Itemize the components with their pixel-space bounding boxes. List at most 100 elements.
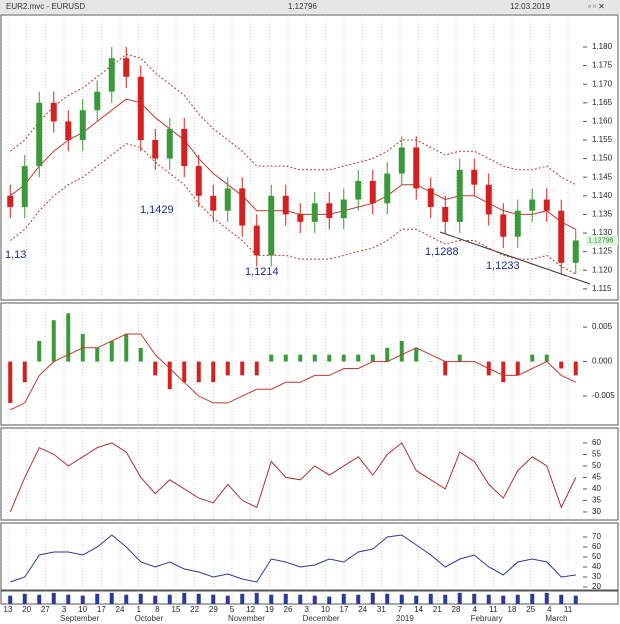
- candle-body: [210, 195, 217, 211]
- bar: [80, 595, 85, 604]
- panel-frame: [0, 427, 619, 521]
- x-tick-label: 1: [136, 605, 141, 614]
- x-tick-label: 7: [398, 605, 403, 614]
- candle-body: [500, 214, 507, 237]
- x-tick-label: 10: [321, 605, 330, 614]
- y-tick-label: 1.150: [592, 154, 613, 163]
- y-tick-label: 50: [592, 552, 601, 561]
- x-tick-label: 31: [377, 605, 386, 614]
- bar: [240, 593, 245, 604]
- bar: [254, 592, 259, 604]
- x-tick-label: 13: [4, 605, 13, 614]
- candle-body: [471, 169, 478, 185]
- trend-line: [439, 231, 591, 285]
- y-tick-label: 40: [592, 484, 601, 493]
- candle-body: [340, 199, 347, 219]
- candle-body: [123, 58, 130, 77]
- candle-body: [442, 206, 449, 222]
- bar: [457, 592, 462, 604]
- candle-body: [311, 203, 318, 222]
- window-buttons[interactable]: ▫ ▫ ✕: [588, 2, 605, 11]
- bar: [225, 595, 230, 604]
- bar: [269, 354, 274, 362]
- candle-body: [427, 188, 434, 207]
- bar: [428, 593, 433, 604]
- y-tick-label: 1.180: [592, 42, 613, 51]
- candle-body: [224, 188, 231, 211]
- x-tick-label: 25: [526, 605, 535, 614]
- y-tick-label: 55: [592, 450, 601, 459]
- month-label: September: [60, 614, 99, 623]
- panel-frame: [0, 590, 619, 605]
- x-tick-label: 11: [489, 605, 498, 614]
- bar: [399, 594, 404, 604]
- bar: [109, 340, 114, 362]
- bar: [211, 361, 216, 383]
- bar: [196, 361, 201, 383]
- month-label: 2019: [396, 614, 414, 623]
- bar: [269, 594, 274, 604]
- candle-body: [152, 140, 159, 159]
- bar: [225, 361, 230, 376]
- x-tick-label: 3: [62, 605, 67, 614]
- x-tick-label: 24: [116, 605, 125, 614]
- candle-body: [253, 225, 260, 256]
- y-tick-label: 45: [592, 473, 601, 482]
- bar: [22, 593, 27, 604]
- bar: [182, 592, 187, 604]
- y-tick-label: 35: [592, 496, 601, 505]
- bar: [515, 594, 520, 604]
- y-tick-label: 1.170: [592, 79, 613, 88]
- bar: [66, 313, 71, 362]
- bar: [341, 354, 346, 362]
- bar: [95, 593, 100, 604]
- bar: [385, 593, 390, 604]
- candle-body: [195, 166, 202, 196]
- bar: [240, 361, 245, 376]
- y-tick-label: 0.005: [592, 322, 613, 331]
- y-tick-label: 1.145: [592, 172, 613, 181]
- bar: [182, 361, 187, 383]
- date: 12.03.2019: [510, 2, 551, 11]
- month-label: December: [303, 614, 340, 623]
- bar: [37, 594, 42, 604]
- candle-body: [572, 240, 579, 263]
- bar: [414, 595, 419, 604]
- bar: [312, 354, 317, 362]
- bar: [530, 354, 535, 362]
- bar: [66, 594, 71, 604]
- x-tick-label: 14: [414, 605, 423, 614]
- month-label: November: [228, 614, 265, 623]
- y-tick-label: 1.135: [592, 210, 613, 219]
- bar: [414, 347, 419, 362]
- title-bar: [0, 0, 620, 14]
- bar: [559, 594, 564, 604]
- bar: [573, 361, 578, 376]
- candle-body: [166, 128, 173, 159]
- price: 1.12796: [288, 2, 317, 11]
- y-tick-label: 40: [592, 562, 601, 571]
- candle-body: [398, 147, 405, 174]
- candle-body: [50, 102, 57, 122]
- last-price-label: 1.12796: [588, 237, 613, 244]
- y-tick-label: -0.005: [592, 391, 615, 400]
- y-tick-label: 50: [592, 461, 601, 470]
- bar: [8, 595, 13, 604]
- bar: [153, 595, 158, 604]
- x-tick-label: 22: [190, 605, 199, 614]
- candle-body: [36, 102, 43, 167]
- x-tick-label: 4: [472, 605, 477, 614]
- indicator-line: [10, 534, 576, 583]
- bar: [138, 593, 143, 604]
- candle-body: [355, 180, 362, 200]
- month-label: February: [471, 614, 503, 623]
- bar: [356, 354, 361, 362]
- month-label: March: [545, 614, 567, 623]
- x-tick-label: 11: [564, 605, 573, 614]
- bar: [109, 592, 114, 604]
- moving-average: [9, 98, 577, 230]
- bar: [167, 361, 172, 390]
- bar: [472, 593, 477, 604]
- last-price-tag: [586, 235, 618, 246]
